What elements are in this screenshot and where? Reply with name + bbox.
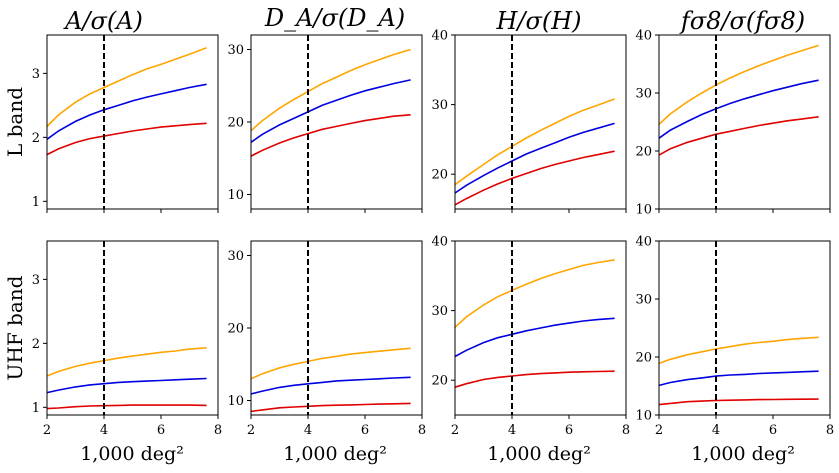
- y-tick-label: 30: [431, 98, 448, 113]
- y-tick-label: 20: [431, 168, 448, 183]
- y-tick-label: 3: [32, 67, 40, 82]
- series-line-orange: [250, 347, 411, 380]
- series-line-red: [250, 402, 411, 413]
- series-line-blue: [658, 370, 819, 387]
- y-tick-label: 3: [32, 273, 40, 288]
- panel-L-DA: 10 20 30: [227, 34, 423, 213]
- column-title-angular-distance: D_A/σ(D_A): [264, 4, 405, 32]
- plot-frame: [454, 34, 627, 210]
- panel-UHF-DA: 10 20 30 2 4 6 8: [227, 240, 426, 438]
- series-line-blue: [454, 122, 615, 194]
- series-line-orange: [454, 98, 615, 186]
- series-line-orange: [46, 47, 207, 128]
- series-line-red: [46, 404, 207, 410]
- y-tick-label: 30: [635, 87, 652, 102]
- x-tick-label: 6: [157, 423, 165, 438]
- panel-L-fs8: 10 20 30 40: [635, 29, 831, 218]
- x-tick-label: 8: [418, 423, 426, 438]
- x-tick-label: 4: [100, 423, 108, 438]
- y-tick-label: 10: [227, 394, 244, 409]
- series-line-blue: [46, 83, 207, 140]
- x-tick-label: 2: [655, 423, 663, 438]
- y-tick-label: 20: [635, 145, 652, 160]
- row-label-l-band: L band: [3, 87, 27, 157]
- column-title-growth: fσ8/σ(fσ8): [679, 7, 805, 35]
- x-tick-label: 4: [508, 423, 516, 438]
- y-tick-label: 20: [635, 351, 652, 366]
- panel-UHF-H: 20 30 40 2 4 6 8: [431, 235, 630, 439]
- column-title-amplitude: A/σ(A): [63, 7, 143, 35]
- x-tick-label: 4: [712, 423, 720, 438]
- x-axis-label-col-3: 1,000 deg²: [487, 443, 591, 465]
- panel-L-H: 20 30 40: [431, 29, 627, 213]
- row-label-uhf-band: UHF band: [3, 275, 27, 380]
- x-tick-label: 2: [247, 423, 255, 438]
- series-line-blue: [454, 317, 615, 358]
- x-tick-label: 6: [769, 423, 777, 438]
- series-line-blue: [250, 79, 411, 143]
- plot-frame: [46, 34, 219, 210]
- x-tick-label: 2: [43, 423, 51, 438]
- series-line-orange: [250, 48, 411, 132]
- y-tick-label: 1: [32, 195, 40, 210]
- y-tick-label: 40: [431, 235, 448, 250]
- y-tick-label: 10: [635, 203, 652, 218]
- y-tick-label: 10: [635, 409, 652, 424]
- x-tick-label: 6: [361, 423, 369, 438]
- series-line-red: [454, 370, 615, 388]
- x-tick-label: 6: [565, 423, 573, 438]
- x-tick-label: 2: [451, 423, 459, 438]
- y-tick-label: 30: [635, 293, 652, 308]
- y-tick-label: 2: [32, 131, 40, 146]
- plot-frame: [250, 240, 423, 416]
- y-tick-label: 10: [227, 188, 244, 203]
- series-line-blue: [46, 377, 207, 394]
- series-line-orange: [454, 259, 615, 328]
- x-tick-label: 4: [304, 423, 312, 438]
- panel-UHF-fs8: 10 20 30 40 2 4 6 8: [635, 235, 834, 439]
- series-line-orange: [658, 44, 819, 125]
- y-tick-label: 30: [431, 304, 448, 319]
- x-axis-label-col-2: 1,000 deg²: [283, 443, 387, 465]
- panel-L-A: 1 2 3: [32, 34, 219, 213]
- series-line-blue: [250, 376, 411, 395]
- y-tick-label: 1: [32, 401, 40, 416]
- y-tick-label: 20: [227, 322, 244, 337]
- y-tick-label: 30: [227, 43, 244, 58]
- x-tick-label: 8: [214, 423, 222, 438]
- series-line-blue: [658, 79, 819, 139]
- y-tick-label: 20: [227, 116, 244, 131]
- series-line-red: [46, 122, 207, 156]
- y-tick-label: 40: [635, 235, 652, 250]
- x-axis-label-col-4: 1,000 deg²: [691, 443, 795, 465]
- column-title-hubble: H/σ(H): [495, 7, 581, 35]
- series-line-orange: [46, 347, 207, 377]
- x-tick-label: 8: [826, 423, 834, 438]
- plot-frame: [46, 240, 219, 416]
- series-line-red: [658, 116, 819, 156]
- y-tick-label: 2: [32, 337, 40, 352]
- y-tick-label: 30: [227, 249, 244, 264]
- x-axis-label-col-1: 1,000 deg²: [80, 443, 184, 465]
- series-line-red: [454, 150, 615, 206]
- y-tick-label: 40: [431, 29, 448, 44]
- plot-frame: [658, 240, 831, 416]
- plot-frame: [454, 240, 627, 416]
- plot-frame: [250, 34, 423, 210]
- y-tick-label: 20: [431, 374, 448, 389]
- series-line-red: [658, 398, 819, 406]
- plot-frame: [658, 34, 831, 210]
- series-line-red: [250, 114, 411, 157]
- y-tick-label: 40: [635, 29, 652, 44]
- x-tick-label: 8: [622, 423, 630, 438]
- series-line-orange: [658, 336, 819, 365]
